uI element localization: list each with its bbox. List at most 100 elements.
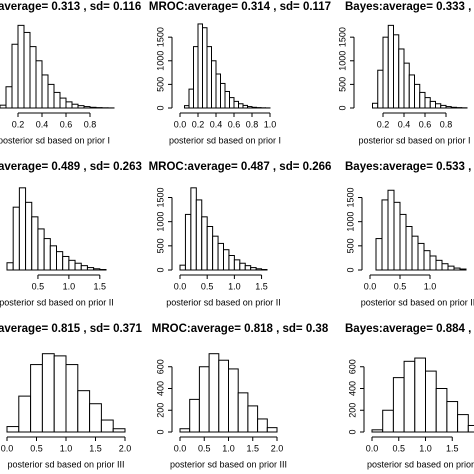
bar	[399, 213, 407, 271]
bar	[447, 265, 455, 271]
x-axis-label: posterior sd based on prior II	[361, 297, 474, 307]
bar	[228, 255, 235, 271]
x-tick-label: 1.0	[424, 281, 437, 291]
bar	[457, 414, 469, 433]
bar	[65, 101, 73, 109]
x-tick-label: 0.0	[174, 281, 187, 291]
x-tick-label: 0.5	[394, 281, 407, 291]
bar	[414, 83, 421, 109]
x-axis-label: posterior sd based on prior I	[169, 135, 281, 145]
bar	[77, 390, 91, 433]
y-tick-label: 500	[337, 77, 347, 92]
bar	[250, 267, 257, 271]
bar	[89, 403, 102, 433]
y-tick-label: 400	[347, 381, 357, 396]
y-tick-label: 0	[345, 267, 355, 272]
bar	[211, 60, 217, 109]
bar	[93, 268, 101, 271]
x-tick-label: 0.4	[36, 119, 49, 129]
bar	[446, 401, 459, 433]
panel-title: MROC:average= 0.314 , sd= 0.117	[149, 1, 331, 13]
y-tick-label: 1500	[155, 187, 165, 207]
bar	[49, 245, 57, 271]
bar	[255, 268, 263, 271]
bar	[435, 259, 443, 271]
x-tick-label: 0.5	[201, 281, 214, 291]
bar	[47, 83, 55, 109]
bar	[238, 103, 244, 109]
bar	[35, 60, 43, 109]
bar	[59, 97, 67, 109]
bar	[251, 106, 257, 109]
x-axis-label: posterior sd based on prior II	[166, 297, 281, 307]
bar	[247, 106, 253, 109]
bar	[41, 74, 49, 109]
x-tick-label: 0.5	[392, 443, 405, 453]
bar	[30, 364, 43, 433]
x-tick-label: 0.0	[174, 443, 187, 453]
bar	[0, 104, 7, 109]
bar	[190, 187, 197, 271]
bar	[6, 426, 20, 433]
y-tick-label: 0	[347, 429, 357, 434]
panel-title: average= 0.489 , sd= 0.263	[0, 161, 142, 173]
bar	[244, 265, 252, 271]
bar	[239, 262, 246, 271]
bar	[375, 238, 383, 271]
bar	[37, 228, 45, 271]
bar	[381, 199, 389, 271]
bar	[217, 242, 224, 271]
x-tick-label: 0.6	[228, 119, 241, 129]
bar	[43, 238, 51, 271]
x-tick-label: 0.0	[1, 443, 14, 453]
x-axis-label: posterior sd based on prior III	[170, 459, 287, 469]
bar	[387, 189, 395, 271]
y-tick-label: 500	[155, 238, 165, 253]
x-tick-label: 2.0	[271, 443, 284, 453]
bar	[184, 105, 190, 109]
bar	[403, 62, 410, 109]
bar	[445, 106, 452, 109]
bar	[266, 427, 278, 433]
bar	[77, 105, 85, 109]
x-tick-label: 0.0	[364, 281, 377, 291]
bar	[215, 73, 221, 109]
bar	[25, 201, 33, 271]
bar	[435, 388, 448, 433]
bar	[419, 91, 426, 109]
bar	[382, 409, 394, 433]
y-tick-label: 600	[155, 359, 165, 374]
x-tick-label: 1.0	[60, 443, 73, 453]
panel-title: average= 0.313 , sd= 0.116	[0, 1, 141, 13]
bar	[193, 46, 199, 109]
bar	[31, 216, 39, 271]
bar	[242, 104, 248, 109]
bar	[405, 226, 413, 271]
y-tick-label: 200	[347, 403, 357, 418]
x-tick-label: 0.6	[60, 119, 73, 129]
bar	[112, 428, 126, 433]
bar	[223, 249, 230, 271]
bar	[229, 97, 235, 109]
x-axis-label: posterior sd based on prior I	[0, 135, 110, 145]
bar	[89, 106, 97, 109]
panel-title: Bayes:average= 0.333 , sd=	[345, 1, 474, 13]
x-tick-label: 1.0	[228, 281, 241, 291]
x-tick-label: 1.5	[94, 281, 107, 291]
bar	[184, 213, 192, 271]
bar	[382, 36, 389, 109]
bar	[56, 251, 64, 271]
bar	[189, 398, 200, 433]
bar	[179, 428, 191, 433]
bar	[202, 27, 208, 109]
bar	[220, 82, 226, 109]
bar	[403, 360, 416, 433]
y-tick-label: 1500	[155, 27, 165, 47]
bar	[224, 90, 230, 109]
x-tick-label: 0.8	[246, 119, 259, 129]
bar	[257, 418, 268, 433]
bar	[440, 104, 447, 109]
x-tick-label: 0.5	[30, 443, 43, 453]
bar	[450, 106, 457, 109]
